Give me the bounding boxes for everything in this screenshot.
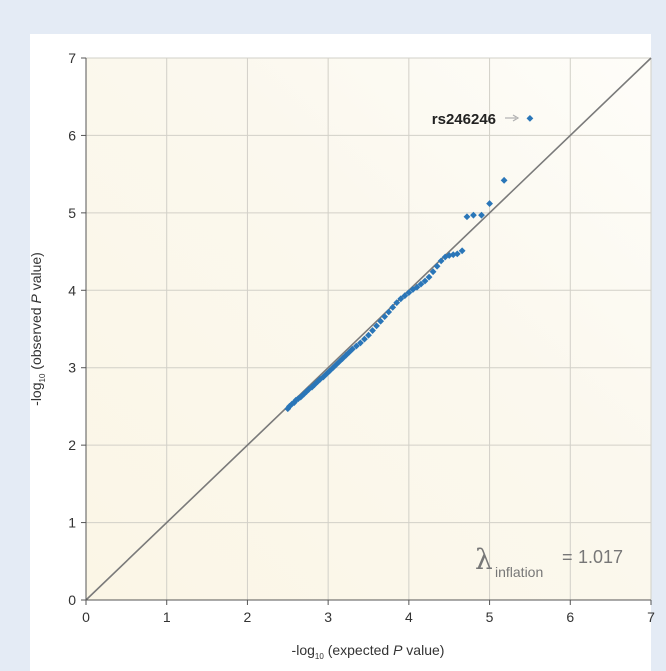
data-point [385, 308, 393, 316]
data-point [413, 283, 421, 291]
data-point [357, 339, 364, 347]
x-tick-label: 0 [82, 609, 90, 625]
y-tick-label: 6 [68, 127, 76, 143]
x-tick-label: 4 [405, 609, 413, 625]
data-point [470, 211, 477, 219]
x-tick-label: 7 [647, 609, 655, 625]
data-point [348, 345, 356, 353]
points-layer [284, 114, 534, 413]
data-point [417, 280, 425, 288]
data-point [421, 277, 429, 285]
data-point [458, 247, 466, 255]
reference-line [85, 57, 652, 601]
snp-annotation-label: rs246246 [432, 111, 496, 128]
y-ticks: 0 1 2 3 4 5 6 7 [68, 50, 86, 608]
data-point [323, 370, 330, 378]
data-point [339, 355, 347, 362]
lambda-value: 1.017 [578, 547, 623, 567]
data-point [433, 262, 441, 270]
reference-line-layer [85, 57, 652, 601]
data-point [425, 273, 433, 281]
data-point [305, 385, 313, 393]
data-point [369, 327, 376, 334]
data-point [429, 268, 437, 276]
lambda-subscript: inflation [495, 564, 543, 580]
data-point [437, 257, 445, 265]
y-tick-label: 7 [68, 50, 76, 66]
grid-lines [86, 57, 652, 600]
data-point [526, 114, 534, 122]
data-point [393, 299, 401, 307]
data-point [500, 176, 508, 184]
lambda-symbol: λ [475, 543, 493, 576]
y-tick-label: 5 [68, 205, 76, 221]
y-tick-label: 0 [68, 592, 76, 608]
x-tick-label: 3 [324, 609, 332, 625]
data-point [389, 303, 397, 311]
data-point [308, 383, 316, 391]
data-point [463, 213, 471, 221]
y-tick-label: 2 [68, 437, 76, 453]
x-tick-label: 2 [244, 609, 252, 625]
data-point [373, 322, 380, 330]
data-point [445, 252, 453, 259]
data-point [397, 295, 405, 303]
y-tick-label: 1 [68, 515, 76, 531]
data-point [405, 289, 413, 297]
lambda-inflation-label: λ inflation = 1.017 [475, 543, 623, 580]
x-tick-label: 6 [566, 609, 574, 625]
x-ticks: 0 1 2 3 4 5 6 7 [82, 600, 655, 625]
data-point [329, 364, 337, 372]
y-axis-title: -log10 (observed P value) [28, 252, 47, 406]
data-point [478, 211, 485, 219]
data-point [486, 200, 493, 207]
data-point [352, 342, 360, 350]
data-point [361, 335, 368, 343]
y-tick-label: 4 [68, 282, 76, 298]
data-point [449, 251, 457, 259]
data-point [377, 317, 385, 325]
lambda-equals: = [562, 547, 573, 567]
x-tick-label: 5 [486, 609, 494, 625]
y-tick-label: 3 [68, 360, 76, 376]
annotation-layer: rs246246 [432, 111, 520, 128]
annotation-arrowhead-icon [512, 114, 520, 122]
data-point [453, 250, 461, 258]
data-point [365, 331, 372, 339]
data-point [401, 292, 409, 300]
x-axis-title: -log10 (expected P value) [292, 642, 445, 661]
data-point [381, 313, 389, 321]
data-point [332, 361, 340, 369]
x-tick-label: 1 [163, 609, 171, 625]
